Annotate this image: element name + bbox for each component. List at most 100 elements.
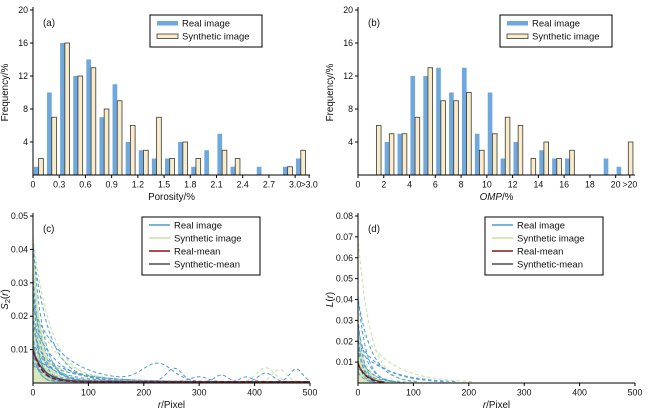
x-axis-label: OMP/% [480, 192, 514, 203]
x-tick-label: 200 [136, 388, 151, 398]
y-tick-label: 4 [348, 137, 353, 147]
curve-synthetic-line [32, 347, 310, 383]
y-tick-label: 20 [343, 5, 353, 15]
bar-real [500, 158, 506, 175]
panel-lineal-path-plot: 0 100 200 300 400 500 0.01 0.02 0.03 0.04 0.05 0.06… [325, 205, 650, 410]
panel-label: (b) [368, 18, 380, 29]
y-axis-label: Frequency/% [325, 63, 336, 121]
y-tick-label: 0.03 [11, 278, 28, 288]
bar-synthetic [627, 141, 634, 176]
legend-label: Synthetic image [517, 234, 585, 245]
x-tick-label: 0.6 [79, 180, 91, 190]
bar-real [552, 158, 557, 175]
bar-real [230, 166, 236, 175]
curve-synthetic-line [32, 344, 310, 383]
curve-real-line [357, 341, 445, 383]
bar-synthetic [376, 125, 382, 176]
y-tick-label: 0.05 [336, 274, 353, 284]
panel-label: (d) [368, 224, 380, 235]
curve-real-line [357, 368, 405, 383]
y-tick-label: 0.02 [11, 311, 28, 321]
y-tick-label: 0.04 [11, 244, 28, 254]
legend: Real image Synthetic image [149, 14, 263, 48]
y-tick-label: 0.03 [336, 315, 353, 325]
bar-synthetic [77, 75, 84, 176]
x-tick-label: >20 [622, 180, 637, 190]
bar-real [397, 133, 403, 175]
x-tick-label: 3.0 [289, 180, 301, 190]
x-tick-label: 14 [533, 180, 543, 190]
x-tick-label: 0 [31, 388, 36, 398]
bar-real [487, 92, 493, 175]
bar-synthetic [116, 100, 123, 176]
bar-synthetic [129, 125, 136, 176]
bar-real [112, 84, 118, 175]
bar-real [47, 92, 52, 175]
y-tick-label: 0.06 [336, 253, 353, 263]
x-tick-label: 500 [303, 388, 318, 398]
y-axis-label: Frequency/% [0, 63, 11, 121]
x-tick-label: 500 [628, 388, 643, 398]
legend-label: Real image [532, 19, 580, 30]
x-tick-label: 100 [406, 388, 421, 398]
panel-omp-histogram: 0 2 4 6 8 10 12 14 16 18 20 >20 4 8 12 16 20 OMP/% Frequen… [325, 0, 650, 205]
bar-real [474, 133, 480, 175]
bar-real [99, 117, 105, 175]
y-tick-label: 0.05 [11, 211, 28, 221]
bar-synthetic [388, 133, 395, 176]
bar-synthetic [195, 158, 202, 176]
bar-real [410, 76, 416, 175]
x-axis-label: Porosity/% [148, 192, 195, 203]
bar-synthetic [51, 116, 57, 176]
bar-synthetic [530, 158, 537, 176]
bar-synthetic [569, 149, 575, 176]
x-tick-label: 2.1 [210, 180, 222, 190]
curve-real-line [357, 295, 393, 383]
x-tick-label: 0 [31, 180, 36, 190]
curve-real-line [32, 344, 310, 383]
curve-real-line [357, 334, 374, 383]
legend: Real image Synthetic image Real-mean Synthe… [141, 216, 261, 276]
y-axis-label: S2(r) [0, 289, 12, 309]
bar-real [178, 142, 183, 175]
x-tick-label: 400 [247, 388, 262, 398]
legend-swatch-real-bar [507, 21, 528, 26]
chart-b: 0 2 4 6 8 10 12 14 16 18 20 >2048121620OMP/%Frequen… [325, 5, 637, 203]
curve-synthetic-line [357, 349, 373, 383]
x-tick-label: 300 [517, 388, 532, 398]
legend-label: Synthetic image [532, 32, 600, 43]
y-tick-label: 16 [343, 38, 353, 48]
y-tick-label: 16 [18, 38, 28, 48]
legend-label: Real image [174, 221, 222, 232]
x-axis-label: r/Pixel [483, 400, 510, 410]
bar-synthetic [90, 67, 97, 176]
curve-synthetic-line [357, 236, 416, 383]
bar-synthetic [287, 166, 293, 176]
y-tick-label: 0.01 [336, 357, 353, 367]
x-tick-label: 1.2 [132, 180, 144, 190]
curve-synthetic-line [357, 365, 416, 383]
panel-label: (c) [43, 224, 54, 235]
legend-label: Synthetic image [182, 32, 250, 43]
y-tick-label: 12 [18, 71, 28, 81]
curve-real-line [357, 349, 458, 383]
curve-real-line [32, 341, 310, 383]
legend-swatch-synthetic-bar [506, 33, 529, 39]
y-tick-label: 0.07 [336, 232, 353, 242]
curve-real-line [32, 364, 310, 383]
x-axis-label: r/Pixel [158, 400, 185, 410]
curve-real-line [357, 353, 396, 383]
bar-synthetic [543, 141, 549, 176]
chart-a: 0 0.3 0.6 0.9 1.2 1.5 1.8 2.1 2.4 2.7 3.0 >3.0 4 8 12 1… [0, 5, 318, 203]
x-tick-label: >3.0 [300, 180, 317, 190]
bar-real [449, 92, 454, 175]
y-tick-label: 20 [18, 5, 28, 15]
bar-synthetic [440, 100, 446, 176]
bar-synthetic [401, 133, 408, 176]
x-tick-label: 10 [482, 180, 492, 190]
legend-box [484, 216, 604, 276]
bar-real [125, 142, 131, 175]
y-tick-label: 8 [348, 104, 353, 114]
x-tick-label: 2 [381, 180, 386, 190]
bar-synthetic [491, 133, 498, 176]
